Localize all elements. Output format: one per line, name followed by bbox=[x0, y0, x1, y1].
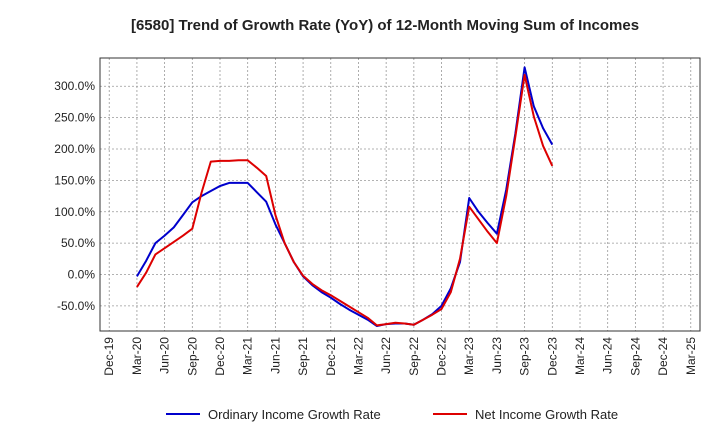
legend-label-net: Net Income Growth Rate bbox=[475, 407, 618, 422]
x-tick-label: Mar-23 bbox=[462, 337, 476, 375]
x-tick-label: Dec-23 bbox=[545, 337, 559, 376]
x-tick-label: Dec-24 bbox=[656, 337, 670, 376]
y-tick-label: 300.0% bbox=[54, 79, 95, 93]
y-axis: -50.0% 0.0% 50.0% 100.0% 150.0% 200.0% 250.0% 3… bbox=[54, 79, 95, 313]
x-tick-label: Jun-20 bbox=[158, 337, 172, 374]
y-tick-label: 200.0% bbox=[54, 142, 95, 156]
y-tick-label: 50.0% bbox=[61, 236, 95, 250]
legend-label-ordinary: Ordinary Income Growth Rate bbox=[208, 407, 381, 422]
x-tick-label: Mar-22 bbox=[351, 337, 365, 375]
legend: Ordinary Income Growth Rate Net Income Gr… bbox=[166, 407, 618, 422]
series-lines bbox=[136, 66, 554, 327]
gridlines bbox=[100, 58, 700, 331]
x-tick-label: Jun-24 bbox=[601, 337, 615, 374]
x-tick-label: Sep-21 bbox=[296, 337, 310, 376]
x-tick-label: Mar-21 bbox=[241, 337, 255, 375]
x-axis: Dec-19 Mar-20 Jun-20 Sep-20 Dec-20 Mar-21 Jun-… bbox=[102, 337, 698, 376]
net-income-line bbox=[136, 73, 554, 327]
y-tick-label: 150.0% bbox=[54, 173, 95, 187]
x-tick-label: Mar-25 bbox=[684, 337, 698, 375]
chart-title: [6580] Trend of Growth Rate (YoY) of 12-… bbox=[131, 17, 639, 34]
y-tick-label: -50.0% bbox=[57, 299, 95, 313]
x-tick-label: Sep-20 bbox=[185, 337, 199, 376]
y-tick-label: 0.0% bbox=[68, 268, 96, 282]
x-tick-label: Sep-23 bbox=[518, 337, 532, 376]
x-tick-label: Dec-22 bbox=[435, 337, 449, 376]
y-tick-label: 100.0% bbox=[54, 205, 95, 219]
x-tick-label: Sep-24 bbox=[628, 337, 642, 376]
y-tick-label: 250.0% bbox=[54, 111, 95, 125]
x-tick-label: Dec-20 bbox=[213, 337, 227, 376]
x-tick-label: Jun-21 bbox=[268, 337, 282, 374]
ordinary-income-line bbox=[136, 66, 554, 327]
x-tick-label: Jun-22 bbox=[379, 337, 393, 374]
plot-area bbox=[99, 57, 701, 332]
x-tick-label: Dec-21 bbox=[324, 337, 338, 376]
x-tick-label: Jun-23 bbox=[490, 337, 504, 374]
x-tick-label: Sep-22 bbox=[407, 337, 421, 376]
x-tick-label: Mar-20 bbox=[130, 337, 144, 375]
x-tick-label: Dec-19 bbox=[102, 337, 116, 376]
x-tick-label: Mar-24 bbox=[573, 337, 587, 375]
